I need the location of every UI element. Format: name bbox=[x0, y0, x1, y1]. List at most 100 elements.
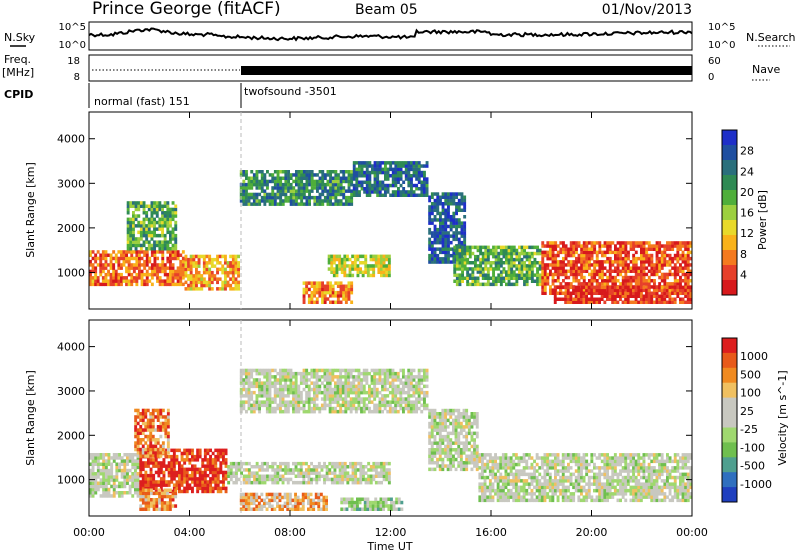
heatmap-cell bbox=[482, 283, 485, 287]
heatmap-cell bbox=[321, 199, 324, 203]
heatmap-cell bbox=[477, 277, 480, 281]
heatmap-cell bbox=[232, 268, 235, 272]
heatmap-cell bbox=[284, 189, 287, 193]
heatmap-cell bbox=[372, 258, 375, 262]
heatmap-cell bbox=[666, 286, 669, 290]
heatmap-cell bbox=[156, 276, 159, 280]
heatmap-cell bbox=[308, 196, 311, 200]
heatmap-cell bbox=[261, 462, 264, 466]
heatmap-cell bbox=[115, 270, 118, 274]
heatmap-cell bbox=[164, 211, 167, 215]
heatmap-cell bbox=[348, 180, 351, 184]
heatmap-cell bbox=[503, 252, 506, 256]
heatmap-cell bbox=[217, 452, 220, 456]
heatmap-cell bbox=[444, 247, 447, 251]
heatmap-cell bbox=[284, 378, 287, 382]
heatmap-cell bbox=[513, 273, 516, 277]
heatmap-cell bbox=[232, 277, 235, 281]
heatmap-cell bbox=[407, 388, 410, 392]
heatmap-cell bbox=[258, 372, 261, 376]
heatmap-cell bbox=[635, 266, 638, 270]
heatmap-cell bbox=[308, 193, 311, 197]
heatmap-cell bbox=[487, 270, 490, 274]
heatmap-cell bbox=[159, 415, 162, 419]
heatmap-cell bbox=[614, 251, 617, 255]
heatmap-cell bbox=[201, 461, 204, 465]
heatmap-cell bbox=[513, 246, 516, 250]
heatmap-cell bbox=[256, 196, 259, 200]
heatmap-cell bbox=[190, 274, 193, 278]
heatmap-cell bbox=[461, 199, 464, 203]
heatmap-cell bbox=[161, 244, 164, 248]
heatmap-cell bbox=[311, 294, 314, 298]
heatmap-cell bbox=[549, 257, 552, 261]
heatmap-cell bbox=[250, 375, 253, 379]
heatmap-cell bbox=[153, 227, 156, 231]
heatmap-cell bbox=[674, 276, 677, 280]
heatmap-cell bbox=[455, 218, 458, 222]
heatmap-cell bbox=[102, 456, 105, 460]
heatmap-cell bbox=[300, 372, 303, 376]
heatmap-cell bbox=[123, 466, 126, 470]
heatmap-cell bbox=[155, 498, 158, 502]
heatmap-cell bbox=[381, 194, 384, 198]
heatmap-cell bbox=[261, 478, 264, 482]
heatmap-cell bbox=[679, 244, 682, 248]
heatmap-cell bbox=[591, 244, 594, 248]
heatmap-cell bbox=[624, 286, 627, 290]
heatmap-cell bbox=[144, 422, 147, 426]
heatmap-cell bbox=[172, 498, 175, 502]
heatmap-cell bbox=[94, 488, 97, 492]
heatmap-cell bbox=[297, 385, 300, 389]
heatmap-cell bbox=[148, 205, 151, 209]
heatmap-cell bbox=[149, 425, 152, 429]
heatmap-cell bbox=[141, 250, 144, 254]
heatmap-cell bbox=[674, 279, 677, 283]
heatmap-cell bbox=[181, 455, 184, 459]
heatmap-cell bbox=[319, 199, 322, 203]
heatmap-cell bbox=[242, 407, 245, 411]
heatmap-cell bbox=[344, 404, 347, 408]
heatmap-cell bbox=[334, 186, 337, 190]
heatmap-cell bbox=[132, 244, 135, 248]
heatmap-cell bbox=[214, 471, 217, 475]
heatmap-cell bbox=[279, 372, 282, 376]
heatmap-cell bbox=[94, 260, 97, 264]
heatmap-cell bbox=[329, 186, 332, 190]
heatmap-cell bbox=[181, 468, 184, 472]
heatmap-cell bbox=[389, 168, 392, 172]
heatmap-cell bbox=[250, 186, 253, 190]
heatmap-cell bbox=[392, 190, 395, 194]
heatmap-cell bbox=[165, 468, 168, 472]
heatmap-cell bbox=[394, 177, 397, 181]
heatmap-cell bbox=[295, 372, 298, 376]
heatmap-cell bbox=[366, 161, 369, 165]
heatmap-cell bbox=[637, 292, 640, 296]
heatmap-cell bbox=[570, 298, 573, 302]
heatmap-cell bbox=[170, 480, 173, 484]
heatmap-cell bbox=[528, 273, 531, 277]
heatmap-cell bbox=[305, 375, 308, 379]
heatmap-cell bbox=[203, 281, 206, 285]
heatmap-cell bbox=[115, 469, 118, 473]
heatmap-cell bbox=[174, 208, 177, 212]
heatmap-cell bbox=[374, 171, 377, 175]
heatmap-cell bbox=[225, 449, 228, 453]
heatmap-cell bbox=[342, 193, 345, 197]
heatmap-cell bbox=[156, 211, 159, 215]
heatmap-cell bbox=[368, 171, 371, 175]
heatmap-cell bbox=[169, 211, 172, 215]
heatmap-cell bbox=[217, 449, 220, 453]
heatmap-cell bbox=[407, 184, 410, 188]
heatmap-cell bbox=[221, 264, 224, 268]
heatmap-cell bbox=[340, 183, 343, 187]
heatmap-cell bbox=[575, 251, 578, 255]
heatmap-cell bbox=[310, 381, 313, 385]
heatmap-cell bbox=[161, 205, 164, 209]
heatmap-cell bbox=[515, 249, 518, 253]
heatmap-cell bbox=[108, 469, 111, 473]
heatmap-cell bbox=[290, 186, 293, 190]
heatmap-cell bbox=[593, 279, 596, 283]
heatmap-cell bbox=[282, 388, 285, 392]
heatmap-cell bbox=[326, 369, 329, 373]
